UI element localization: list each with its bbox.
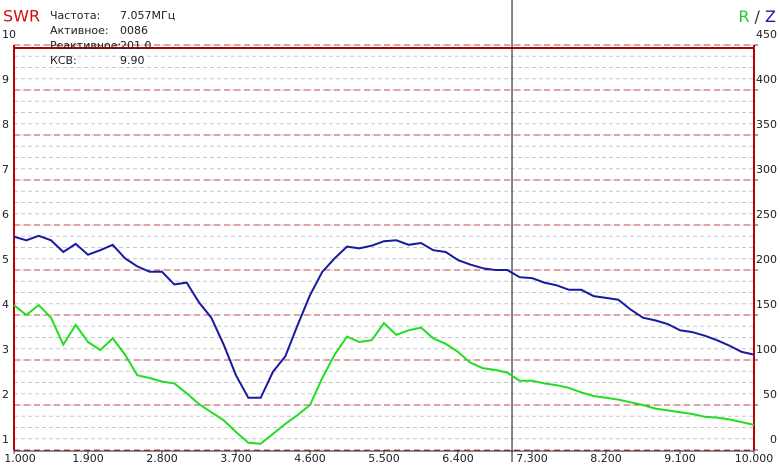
y2-title-part: R <box>738 7 749 26</box>
readout-label: Активное: <box>50 24 109 37</box>
readout-value: 9.90 <box>120 54 145 67</box>
readout-label: Реактивное: <box>50 39 121 52</box>
y-tick-label: 7 <box>2 163 9 176</box>
x-tick-label: 8.200 <box>590 452 622 465</box>
readout-label: Частота: <box>50 9 100 22</box>
y2-tick-label: 150 <box>756 298 777 311</box>
y2-tick-label: 400 <box>756 73 777 86</box>
y-tick-label: 5 <box>2 253 9 266</box>
y-tick-label: 3 <box>2 343 9 356</box>
x-tick-label: 6.400 <box>442 452 474 465</box>
readout-value: 7.057МГц <box>120 9 175 22</box>
readout-value: 0086 <box>120 24 148 37</box>
y2-tick-label: 450 <box>756 28 777 41</box>
y2-tick-label: 0 <box>770 433 777 446</box>
y2-title-part: / <box>755 7 761 26</box>
y-tick-label: 9 <box>2 73 9 86</box>
y2-title-part: Z <box>765 7 776 26</box>
x-tick-label: 7.300 <box>516 452 548 465</box>
x-tick-label: 4.600 <box>294 452 326 465</box>
y-tick-label: 10 <box>2 28 16 41</box>
y2-tick-label: 250 <box>756 208 777 221</box>
x-tick-label: 5.500 <box>368 452 400 465</box>
chart-title: SWR <box>3 7 40 26</box>
x-tick-label: 10.000 <box>735 452 774 465</box>
x-tick-label: 1.900 <box>72 452 104 465</box>
y-tick-label: 4 <box>2 298 9 311</box>
y2-tick-label: 300 <box>756 163 777 176</box>
x-tick-label: 1.000 <box>4 452 36 465</box>
y2-tick-label: 350 <box>756 118 777 131</box>
readout-value: 201.0 <box>120 39 152 52</box>
y-tick-label: 1 <box>2 433 9 446</box>
legend: R / Z <box>738 7 776 26</box>
y2-tick-label: 100 <box>756 343 777 356</box>
readout-label: КСВ: <box>50 54 77 67</box>
y-tick-label: 6 <box>2 208 9 221</box>
series-line <box>13 303 755 445</box>
y2-title: R / Z <box>738 7 776 26</box>
y2-tick-label: 50 <box>763 388 777 401</box>
y-tick-label: 8 <box>2 118 9 131</box>
x-tick-label: 3.700 <box>220 452 252 465</box>
x-tick-label: 9.100 <box>664 452 696 465</box>
series-line <box>13 234 755 399</box>
x-tick-label: 2.800 <box>146 452 178 465</box>
y2-tick-label: 200 <box>756 253 777 266</box>
y-tick-label: 2 <box>2 388 9 401</box>
